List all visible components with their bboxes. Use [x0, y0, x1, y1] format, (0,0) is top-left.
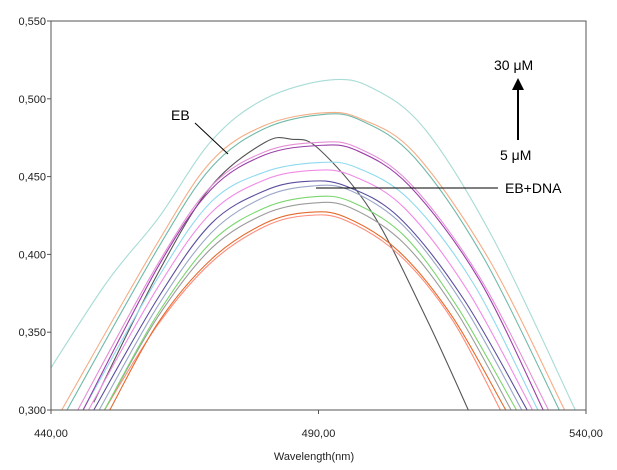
- x-tick-label: 540,00: [569, 428, 603, 440]
- spectrum-line-11: [77, 141, 549, 410]
- x-tick-label: 490,00: [302, 428, 336, 440]
- spectrum-line-7: [93, 180, 528, 410]
- spectrum-line-13: [61, 111, 566, 410]
- tick-labels: 0,300 0,350 0,400 0,450 0,500 0,550 440,00 490,…: [18, 16, 602, 440]
- eb-pointer-line: [194, 122, 229, 155]
- spectrum-line-2: [104, 214, 501, 410]
- y-tick-label: 0,450: [18, 172, 46, 184]
- y-tick-label: 0,500: [18, 94, 46, 106]
- y-tick-label: 0,550: [18, 16, 46, 28]
- spectrum-line-3: [109, 211, 507, 410]
- y-tick-label: 0,300: [18, 405, 46, 417]
- spectrum-line-14: [51, 78, 576, 410]
- concentration-high-label: 30 μM: [494, 57, 533, 73]
- plot-lines: [51, 78, 576, 410]
- x-axis-title: Wavelength(nm): [274, 451, 354, 463]
- spectrum-line-8: [88, 169, 533, 410]
- y-tick-label: 0,350: [18, 327, 46, 339]
- x-tick-label: 440,00: [34, 428, 68, 440]
- concentration-low-label: 5 μM: [500, 147, 531, 163]
- spectrum-line-10: [82, 144, 544, 410]
- concentration-arrow-head-icon: [512, 78, 524, 90]
- tick-marks: [47, 20, 587, 414]
- y-tick-label: 0,400: [18, 249, 46, 261]
- spectrum-line-9: [82, 161, 539, 410]
- spectrum-line-4: [104, 201, 512, 410]
- eb-annotation-label: EB: [171, 107, 190, 123]
- spectrum-line-1: [93, 136, 469, 410]
- spectrum-line-5: [104, 195, 517, 410]
- spectrum-line-12: [66, 113, 560, 410]
- ebdna-annotation-label: EB+DNA: [505, 180, 562, 196]
- spectrum-line-6: [98, 184, 523, 410]
